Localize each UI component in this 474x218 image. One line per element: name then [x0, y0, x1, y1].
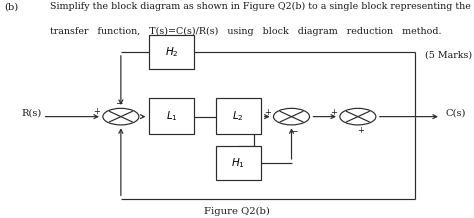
Text: (5 Marks): (5 Marks)	[425, 50, 472, 59]
Text: $L_1$: $L_1$	[166, 109, 178, 123]
Text: +: +	[264, 108, 271, 117]
Circle shape	[273, 108, 310, 125]
Text: −: −	[115, 98, 122, 107]
FancyBboxPatch shape	[216, 146, 261, 180]
FancyBboxPatch shape	[149, 35, 194, 69]
Text: transfer   function,   T(s)=C(s)/R(s)   using   block   diagram   reduction   me: transfer function, T(s)=C(s)/R(s) using …	[50, 27, 441, 36]
FancyBboxPatch shape	[149, 98, 194, 134]
Text: $L_2$: $L_2$	[232, 109, 244, 123]
Text: $H_1$: $H_1$	[231, 156, 245, 170]
Text: +: +	[330, 108, 337, 117]
Text: R(s): R(s)	[21, 109, 42, 118]
Text: +: +	[357, 126, 364, 135]
Text: (b): (b)	[4, 2, 18, 11]
Text: −: −	[290, 126, 298, 135]
Text: C(s): C(s)	[446, 109, 466, 118]
FancyBboxPatch shape	[216, 98, 261, 134]
Circle shape	[340, 108, 376, 125]
Text: Simplify the block diagram as shown in Figure Q2(b) to a single block representi: Simplify the block diagram as shown in F…	[50, 2, 471, 11]
Text: Figure Q2(b): Figure Q2(b)	[204, 207, 270, 216]
Text: +: +	[93, 107, 100, 116]
Circle shape	[103, 108, 139, 125]
Text: $H_2$: $H_2$	[165, 45, 179, 59]
